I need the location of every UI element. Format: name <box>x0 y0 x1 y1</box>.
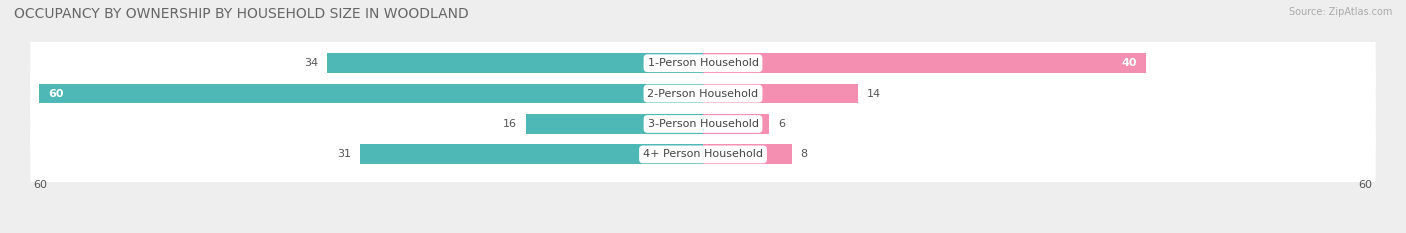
Bar <box>360 144 703 164</box>
Text: 34: 34 <box>304 58 318 68</box>
Bar <box>703 114 769 134</box>
Bar <box>526 114 703 134</box>
Text: 3-Person Household: 3-Person Household <box>648 119 758 129</box>
Text: 60: 60 <box>34 180 48 190</box>
Text: 40: 40 <box>1121 58 1136 68</box>
Bar <box>326 53 703 73</box>
Text: Source: ZipAtlas.com: Source: ZipAtlas.com <box>1288 7 1392 17</box>
Text: 1-Person Household: 1-Person Household <box>648 58 758 68</box>
FancyBboxPatch shape <box>31 33 1375 94</box>
Text: OCCUPANCY BY OWNERSHIP BY HOUSEHOLD SIZE IN WOODLAND: OCCUPANCY BY OWNERSHIP BY HOUSEHOLD SIZE… <box>14 7 468 21</box>
Bar <box>703 53 1146 73</box>
FancyBboxPatch shape <box>31 63 1375 124</box>
Bar <box>703 84 858 103</box>
FancyBboxPatch shape <box>31 94 1375 154</box>
Bar <box>39 84 703 103</box>
Text: 60: 60 <box>48 89 63 99</box>
Text: 2-Person Household: 2-Person Household <box>647 89 759 99</box>
Text: 8: 8 <box>800 149 807 159</box>
Text: 31: 31 <box>337 149 352 159</box>
Text: 60: 60 <box>1358 180 1372 190</box>
Text: 14: 14 <box>866 89 882 99</box>
Text: 4+ Person Household: 4+ Person Household <box>643 149 763 159</box>
Text: 6: 6 <box>779 119 785 129</box>
Bar <box>703 144 792 164</box>
Text: 16: 16 <box>503 119 517 129</box>
FancyBboxPatch shape <box>31 124 1375 185</box>
